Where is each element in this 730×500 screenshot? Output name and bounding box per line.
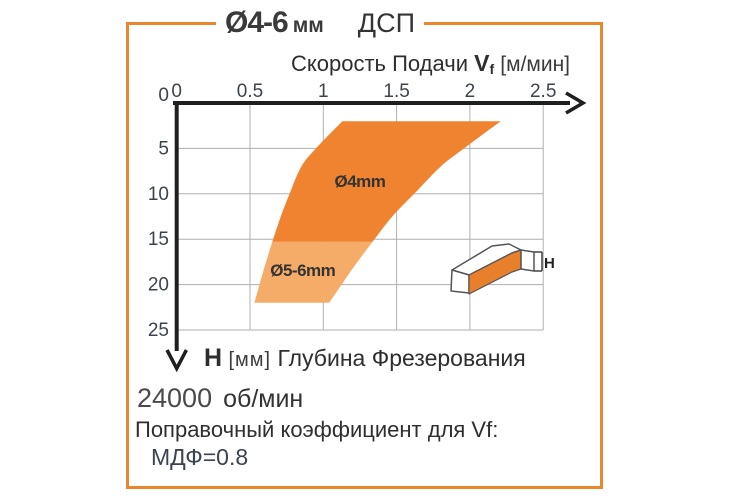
- icon-left-face: [450, 269, 470, 294]
- svg-text:2: 2: [465, 81, 476, 102]
- chart-generated-layer: Ø4mm Ø5-6mm 0 0.5 1 1.5 2 2.5 0 5 10 15 20 25: [148, 81, 587, 373]
- svg-text:0: 0: [171, 81, 182, 102]
- x-axis-unit: [м/мин]: [500, 53, 571, 76]
- correction-coefficient-value: МДФ=0.8: [151, 444, 249, 470]
- diameter-range-label: Ø4-6: [225, 6, 289, 39]
- svg-text:5: 5: [158, 138, 169, 159]
- rpm-value: 24000: [137, 383, 213, 413]
- spindle-speed-line: 24000 об/мин: [137, 383, 303, 414]
- vf-symbol: V: [474, 50, 490, 76]
- feed-depth-chart: Ø4mm Ø5-6mm 0 0.5 1 1.5 2 2.5 0 5 10 15 20 25 H: [148, 81, 587, 373]
- correction-coefficient-label: Поправочный коэффициент для Vf:: [135, 417, 499, 442]
- icon-end-face: [520, 249, 535, 272]
- svg-text:1: 1: [318, 81, 329, 102]
- milling-depth-icon: H: [450, 243, 555, 295]
- x-axis-title: Скорость Подачи Vf [м/мин]: [291, 50, 570, 77]
- svg-text:2.5: 2.5: [530, 81, 556, 102]
- svg-text:0.5: 0.5: [237, 81, 263, 102]
- x-axis-title-text: Скорость Подачи: [291, 51, 469, 76]
- svg-text:20: 20: [148, 275, 169, 296]
- y-axis-title: H [мм] Глубина Фрезерования: [204, 344, 526, 373]
- card-title: Ø4-6 мм ДСП: [216, 6, 424, 42]
- h-symbol: H: [204, 344, 223, 372]
- svg-text:10: 10: [148, 184, 169, 205]
- rpm-unit: об/мин: [223, 385, 304, 413]
- icon-depth-label: H: [544, 255, 555, 272]
- svg-text:25: 25: [148, 320, 169, 341]
- y-axis-title-text: Глубина Фрезерования: [277, 345, 526, 371]
- material-label: ДСП: [357, 8, 415, 38]
- svg-text:Ø5-6mm: Ø5-6mm: [270, 261, 335, 280]
- y-axis-unit: [мм]: [228, 349, 272, 371]
- svg-text:15: 15: [148, 229, 169, 250]
- diameter-unit-label: мм: [292, 14, 324, 37]
- svg-text:0: 0: [158, 85, 169, 106]
- vf-subscript: f: [489, 61, 495, 77]
- svg-text:Ø4mm: Ø4mm: [334, 172, 385, 191]
- svg-text:1.5: 1.5: [383, 81, 409, 102]
- icon-depth-bracket: [534, 251, 543, 272]
